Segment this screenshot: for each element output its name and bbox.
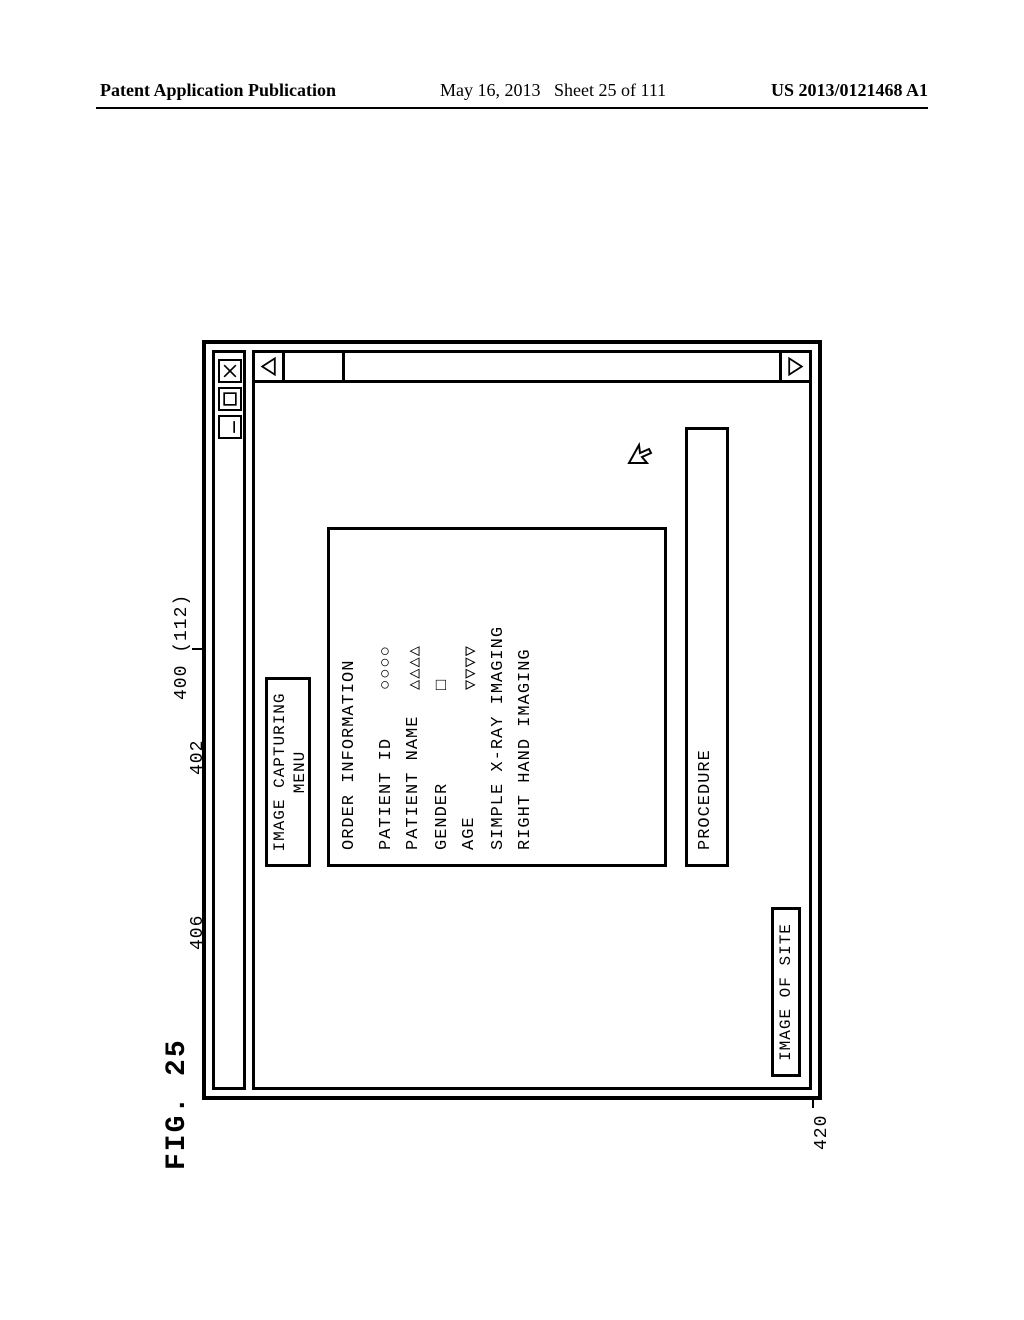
- procedure-panel: PROCEDURE: [685, 427, 729, 867]
- close-button[interactable]: [218, 359, 242, 383]
- page: Patent Application Publication May 16, 2…: [0, 0, 1024, 1320]
- callout-400: 400 (112): [172, 594, 192, 700]
- maximize-button[interactable]: [218, 387, 242, 411]
- titlebar: [212, 350, 246, 1090]
- header-date-sheet: May 16, 2013 Sheet 25 of 111: [440, 80, 666, 101]
- menu-line1: IMAGE CAPTURING: [270, 680, 290, 864]
- field-patient-id: PATIENT ID ○○○○: [377, 544, 396, 850]
- minimize-button[interactable]: [218, 415, 242, 439]
- field-age: AGE ▽▽▽▽: [460, 544, 481, 850]
- order-title: ORDER INFORMATION: [340, 544, 359, 850]
- figure-label: FIG. 25: [162, 1038, 193, 1170]
- field-gender: GENDER □: [433, 544, 452, 850]
- image-capturing-menu-button[interactable]: IMAGE CAPTURING MENU: [265, 677, 311, 867]
- procedure-label: PROCEDURE: [696, 749, 715, 850]
- header-pubno: US 2013/0121468 A1: [771, 80, 928, 101]
- label-age: AGE: [460, 690, 481, 850]
- field-study2: RIGHT HAND IMAGING: [516, 544, 535, 850]
- scroll-thumb[interactable]: [285, 353, 345, 380]
- value-age: ▽▽▽▽: [460, 544, 481, 690]
- label-study2: RIGHT HAND IMAGING: [516, 648, 535, 850]
- value-patient-name: △△△△: [404, 544, 425, 690]
- label-patient-id: PATIENT ID: [377, 690, 396, 850]
- image-of-site-button[interactable]: IMAGE OF SITE: [771, 907, 801, 1077]
- value-gender: □: [433, 544, 452, 690]
- label-gender: GENDER: [433, 690, 452, 850]
- field-patient-name: PATIENT NAME △△△△: [404, 544, 425, 850]
- callout-420: 420: [812, 1115, 832, 1150]
- scrollbar[interactable]: [255, 353, 809, 383]
- header-sheet: Sheet 25 of 111: [554, 80, 666, 100]
- label-patient-name: PATIENT NAME: [404, 690, 425, 850]
- content-area: IMAGE CAPTURING MENU ORDER INFORMATION P…: [252, 350, 812, 1090]
- value-patient-id: ○○○○: [377, 544, 396, 690]
- figure: FIG. 25 400 (112) 402 406 408 410 420: [162, 270, 862, 1170]
- label-study1: SIMPLE X-RAY IMAGING: [489, 626, 508, 850]
- site-label: IMAGE OF SITE: [777, 923, 795, 1061]
- header-publication: Patent Application Publication: [100, 80, 336, 101]
- scroll-down-button[interactable]: [779, 353, 809, 380]
- lead-400: [192, 648, 202, 650]
- menu-line2: MENU: [290, 680, 310, 864]
- header-rule: [96, 107, 928, 109]
- header-date: May 16, 2013: [440, 80, 541, 100]
- cursor-icon: [625, 437, 655, 467]
- order-information-panel: ORDER INFORMATION PATIENT ID ○○○○ PATIEN…: [327, 527, 667, 867]
- scroll-up-button[interactable]: [255, 353, 285, 380]
- window: IMAGE CAPTURING MENU ORDER INFORMATION P…: [202, 340, 822, 1100]
- field-study1: SIMPLE X-RAY IMAGING: [489, 544, 508, 850]
